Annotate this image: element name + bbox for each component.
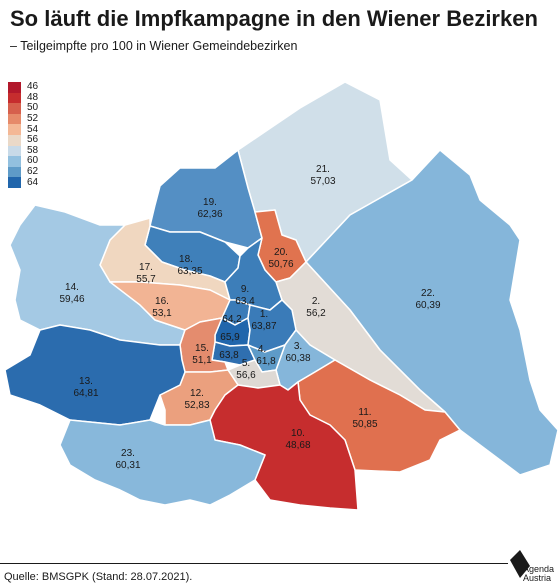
legend-swatch: [8, 145, 21, 157]
legend-label: 46: [27, 81, 39, 93]
logo-line2: Austria: [523, 573, 552, 583]
district-15-value: 51,1: [192, 355, 212, 366]
district-7-label: 65,9: [220, 332, 240, 343]
legend-label: 56: [27, 134, 39, 146]
district-21-value: 57,03: [310, 176, 335, 187]
legend-swatch: [8, 177, 21, 188]
source-note: Quelle: BMSGPK (Stand: 28.07.2021).: [4, 571, 193, 583]
district-4-num: 4.: [258, 344, 266, 355]
district-21-num: 21.: [316, 164, 330, 175]
legend-item: 48: [8, 91, 39, 104]
legend-item: 46: [8, 82, 38, 93]
legend-label: 58: [27, 144, 39, 156]
district-6-label: 64,2: [222, 314, 242, 325]
legend-swatch: [8, 134, 21, 146]
legend-item: 58: [8, 144, 39, 157]
legend-label: 62: [27, 166, 39, 178]
district-13: [4, 324, 186, 426]
district-8-label: 63,8: [219, 350, 239, 361]
district-14-value: 59,46: [59, 294, 84, 305]
district-16-num: 16.: [155, 296, 169, 307]
district-15-num: 15.: [195, 343, 209, 354]
legend-swatch: [8, 82, 21, 93]
legend-item: 60: [8, 156, 38, 167]
legend-item: 50: [8, 103, 38, 114]
district-20-num: 20.: [274, 247, 288, 258]
agenda-austria-logo-icon: [510, 550, 530, 578]
district-16-value: 53,1: [152, 308, 172, 319]
page-title: So läuft die Impfkampagne in den Wiener …: [10, 6, 538, 31]
district-1-num: 1.: [260, 309, 268, 320]
district-14-num: 14.: [65, 282, 79, 293]
district-12-num: 12.: [190, 388, 204, 399]
vienna-district-map: 21. 57,03 22. 60,39 19. 62,36 20. 50,76 …: [4, 81, 558, 511]
legend-item: 52: [8, 114, 38, 125]
district-5-num: 5.: [242, 358, 250, 369]
district-11-value: 50,85: [352, 419, 377, 430]
district-12-value: 52,83: [184, 400, 209, 411]
legend-swatch: [8, 113, 21, 125]
legend-label: 60: [27, 155, 39, 167]
legend-label: 52: [27, 113, 39, 125]
legend-label: 64: [27, 176, 39, 188]
legend-swatch: [8, 166, 21, 178]
district-10-num: 10.: [291, 428, 305, 439]
district-13-num: 13.: [79, 376, 93, 387]
district-19-value: 62,36: [197, 209, 222, 220]
district-11-num: 11.: [358, 407, 371, 418]
district-13-value: 64,81: [73, 388, 98, 399]
footer-divider: [0, 563, 508, 564]
legend-swatch: [8, 124, 21, 135]
district-9-num: 9.: [241, 284, 249, 295]
district-23-num: 23.: [121, 448, 135, 459]
legend-label: 50: [27, 102, 39, 114]
district-23: [59, 419, 266, 506]
legend-item: 64: [8, 177, 38, 188]
legend-swatch: [8, 92, 21, 104]
district-22-value: 60,39: [415, 300, 440, 311]
legend-swatch: [8, 103, 21, 114]
district-4-value: 61,8: [256, 356, 276, 367]
district-5-value: 56,6: [236, 370, 256, 381]
legend-item: 62: [8, 167, 38, 178]
district-3-value: 60,38: [285, 353, 310, 364]
district-18-num: 18.: [179, 254, 193, 265]
legend: 46 48 50 52 54 56 58 60 62 64: [8, 82, 38, 188]
district-18-value: 63,35: [177, 266, 202, 277]
district-20-value: 50,76: [268, 259, 293, 270]
district-22-num: 22.: [421, 288, 435, 299]
page-subtitle: – Teilgeimpfte pro 100 in Wiener Gemeind…: [10, 39, 298, 53]
district-23-value: 60,31: [115, 460, 140, 471]
district-2-value: 56,2: [306, 308, 326, 319]
legend-label: 48: [27, 91, 39, 103]
legend-item: 54: [8, 124, 38, 135]
district-1-value: 63,87: [251, 321, 276, 332]
district-17-value: 55,7: [136, 274, 156, 285]
legend-item: 56: [8, 135, 38, 146]
legend-label: 54: [27, 123, 39, 135]
district-17-num: 17.: [139, 262, 153, 273]
logo-line1: Agenda: [523, 564, 555, 574]
legend-swatch: [8, 156, 21, 167]
district-19-num: 19.: [203, 197, 217, 208]
district-10-value: 48,68: [285, 440, 310, 451]
district-3-num: 3.: [294, 341, 302, 352]
district-9-value: 63,4: [235, 296, 255, 307]
district-2-num: 2.: [312, 296, 320, 307]
